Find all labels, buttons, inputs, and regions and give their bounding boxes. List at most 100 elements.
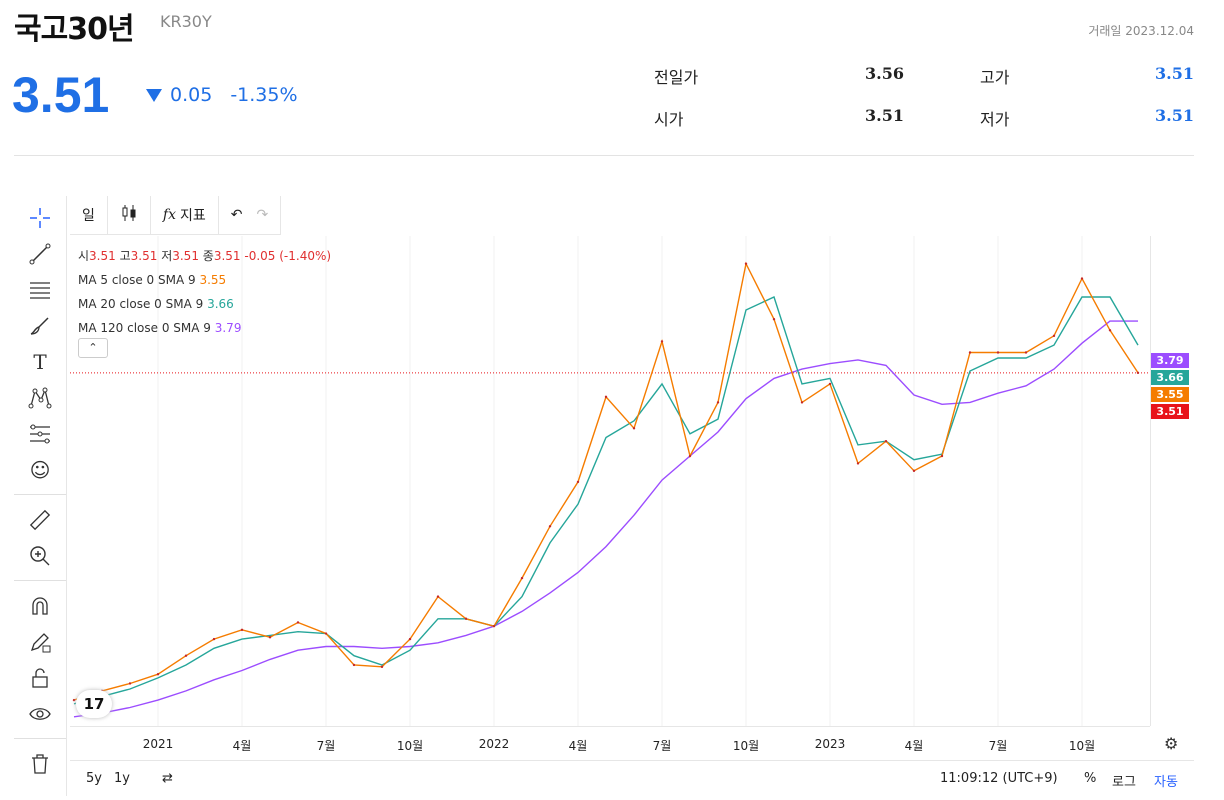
current-price: 3.51 bbox=[12, 67, 110, 123]
trade-date: 거래일 2023.12.04 bbox=[1088, 24, 1194, 38]
x-tick-label: 7월 bbox=[652, 739, 672, 753]
undo-redo-group: ↶ ↷ bbox=[219, 196, 282, 234]
x-tick-label: 2022 bbox=[478, 737, 510, 751]
prediction-icon[interactable] bbox=[26, 420, 54, 448]
prev-close-label: 전일가 bbox=[654, 68, 699, 87]
ma20-label: MA 20 close 0 SMA 9 bbox=[78, 297, 204, 311]
lock-drawing-icon[interactable] bbox=[26, 628, 54, 656]
close-point bbox=[632, 427, 636, 430]
log-button[interactable]: 로그 bbox=[1112, 775, 1136, 790]
close-point bbox=[464, 617, 468, 620]
gear-icon[interactable]: ⚙ bbox=[1164, 734, 1179, 753]
close-point bbox=[324, 632, 328, 635]
text-tool-icon[interactable]: T bbox=[33, 350, 47, 374]
zoom-in-icon[interactable] bbox=[26, 542, 54, 570]
close-point bbox=[996, 351, 1000, 354]
ma5-value: 3.55 bbox=[199, 273, 227, 287]
down-triangle-icon bbox=[146, 88, 162, 102]
low-value: 3.51 bbox=[172, 249, 199, 263]
redo-icon[interactable]: ↷ bbox=[256, 207, 269, 223]
low-label: 저 bbox=[161, 249, 173, 263]
ruler-icon[interactable] bbox=[26, 506, 54, 534]
x-tick-label: 4월 bbox=[568, 739, 588, 753]
eye-icon[interactable] bbox=[26, 700, 54, 728]
emoji-icon[interactable]: ☺ bbox=[29, 458, 51, 482]
close-point bbox=[184, 654, 188, 657]
change-value: 0.05 bbox=[170, 84, 213, 106]
chart-widget: T ☺ 일 bbox=[14, 196, 1194, 796]
ma5-row[interactable]: MA 5 close 0 SMA 9 3.55 bbox=[78, 268, 331, 292]
indicators-button[interactable]: fx 지표 bbox=[151, 196, 219, 234]
magnet-icon[interactable] bbox=[26, 592, 54, 620]
close-label: 종 bbox=[202, 249, 214, 263]
close-point bbox=[716, 401, 720, 404]
x-tick-label: 7월 bbox=[316, 739, 336, 753]
interval-label: 일 bbox=[82, 208, 95, 224]
open-value: 3.51 bbox=[89, 249, 116, 263]
chart-legend: 시3.51 고3.51 저3.51 종3.51 -0.05 (-1.40%) M… bbox=[78, 244, 331, 340]
pattern-icon[interactable] bbox=[26, 384, 54, 412]
ma20-value: 3.66 bbox=[207, 297, 234, 311]
unlock-icon[interactable] bbox=[26, 664, 54, 692]
crosshair-icon[interactable] bbox=[26, 204, 54, 232]
close-point bbox=[940, 454, 944, 458]
last-price-tag: 3.51 bbox=[1151, 404, 1189, 419]
close-point bbox=[520, 576, 524, 580]
ma120-line bbox=[73, 320, 1138, 718]
close-point bbox=[352, 663, 356, 667]
range-1y-button[interactable]: 1y bbox=[114, 771, 130, 786]
function-icon: fx bbox=[162, 207, 176, 223]
drawing-toolbar: T ☺ bbox=[14, 196, 67, 796]
close-point bbox=[884, 440, 888, 443]
close-point bbox=[1080, 277, 1084, 280]
change-percent: -1.35% bbox=[230, 84, 298, 106]
close-point bbox=[856, 462, 860, 465]
auto-scale-button[interactable]: 자동 bbox=[1154, 775, 1178, 790]
ma20-line bbox=[73, 296, 1139, 705]
x-tick-label: 2023 bbox=[814, 737, 846, 751]
collapse-legend-button[interactable]: ⌃ bbox=[78, 338, 108, 358]
close-point bbox=[688, 454, 692, 458]
ma5-price-tag: 3.55 bbox=[1151, 387, 1189, 402]
close-point bbox=[128, 682, 132, 685]
close-point bbox=[660, 340, 664, 343]
close-point bbox=[1024, 351, 1028, 354]
clock-label[interactable]: 11:09:12 (UTC+9) bbox=[940, 771, 1058, 786]
ma120-value: 3.79 bbox=[214, 321, 242, 335]
x-tick-label: 10월 bbox=[1068, 739, 1096, 753]
high-value: 3.51 bbox=[1155, 64, 1194, 83]
percent-button[interactable]: % bbox=[1084, 771, 1097, 786]
ma120-row[interactable]: MA 120 close 0 SMA 9 3.79 bbox=[78, 316, 331, 340]
undo-icon[interactable]: ↶ bbox=[230, 207, 243, 223]
close-point bbox=[408, 637, 412, 641]
bottom-toolbar: 5y 1y ⇄ 11:09:12 (UTC+9) % 로그 자동 bbox=[70, 760, 1194, 797]
tradingview-logo[interactable]: 17 bbox=[76, 690, 112, 718]
low-label: 저가 bbox=[980, 110, 1010, 129]
time-axis[interactable]: 2021 4월 7월 10월 2022 4월 7월 10월 2023 4월 7월 10월 bbox=[70, 726, 1150, 761]
close-point bbox=[968, 351, 972, 354]
ma20-price-tag: 3.66 bbox=[1151, 370, 1189, 385]
price-change: 0.05 -1.35% bbox=[146, 84, 298, 106]
close-point bbox=[912, 469, 916, 473]
date-range-icon[interactable]: ⇄ bbox=[162, 771, 173, 786]
page-title: 국고30년 bbox=[14, 12, 135, 47]
toolbar-divider bbox=[14, 494, 66, 495]
close-point bbox=[828, 382, 832, 386]
range-5y-button[interactable]: 5y bbox=[86, 771, 102, 786]
ma120-price-tag: 3.79 bbox=[1151, 353, 1189, 368]
interval-button[interactable]: 일 bbox=[70, 196, 108, 234]
close-point bbox=[604, 395, 608, 399]
close-point bbox=[240, 628, 244, 632]
close-point bbox=[492, 624, 496, 628]
price-chart-plot[interactable] bbox=[70, 236, 1150, 726]
trash-icon[interactable] bbox=[26, 750, 54, 778]
fib-lines-icon[interactable] bbox=[26, 276, 54, 304]
close-point bbox=[744, 262, 748, 265]
trend-line-icon[interactable] bbox=[26, 240, 54, 268]
chart-type-button[interactable] bbox=[108, 196, 151, 234]
brush-icon[interactable] bbox=[26, 312, 54, 340]
toolbar-divider bbox=[14, 580, 66, 581]
close-point bbox=[296, 621, 300, 624]
ma20-row[interactable]: MA 20 close 0 SMA 9 3.66 bbox=[78, 292, 331, 316]
open-label: 시 bbox=[78, 249, 90, 263]
